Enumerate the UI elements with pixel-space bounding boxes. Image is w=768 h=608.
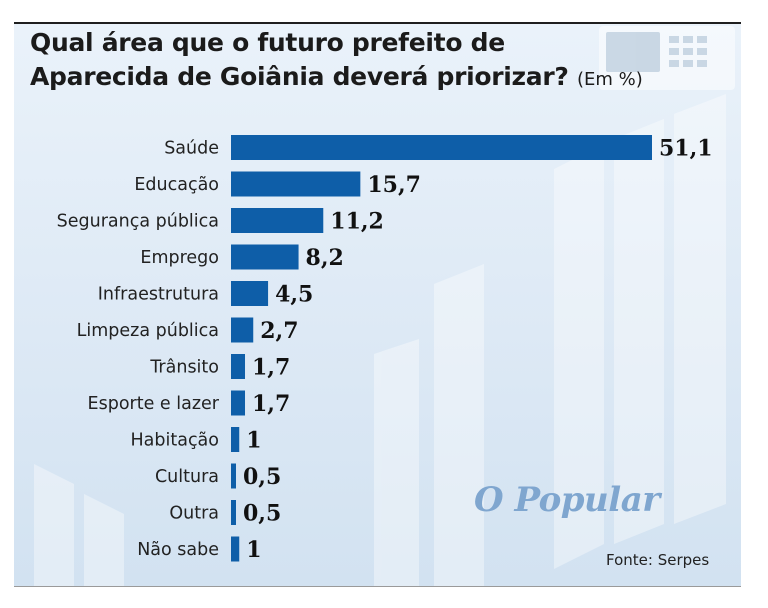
chart-unit: (Em %) — [577, 69, 643, 90]
category-label: Segurança pública — [57, 212, 219, 232]
category-label: Outra — [169, 504, 219, 524]
ballot-box-background-graphic — [34, 26, 735, 586]
category-label: Infraestrutura — [98, 285, 219, 305]
bar — [231, 281, 269, 306]
bar — [231, 317, 254, 343]
bar — [231, 354, 246, 379]
bar — [231, 427, 240, 452]
value-label: 0,5 — [243, 501, 281, 527]
bar — [231, 208, 324, 233]
value-label: 4,5 — [275, 282, 313, 308]
value-label: 8,2 — [306, 245, 344, 271]
value-label: 0,5 — [243, 464, 281, 490]
chart-title-line-2: Aparecida de Goiânia deverá priorizar? — [30, 62, 569, 91]
chart-title: Qual área que o futuro prefeito de Apare… — [30, 26, 643, 97]
category-label: Não sabe — [137, 540, 219, 560]
value-label: 1 — [246, 428, 261, 454]
bar — [231, 390, 246, 416]
bar — [231, 463, 236, 489]
category-label: Emprego — [140, 248, 219, 268]
category-label: Esporte e lazer — [88, 394, 220, 414]
value-label: 51,1 — [659, 136, 713, 162]
bar — [231, 171, 361, 197]
value-label: 1,7 — [252, 391, 290, 417]
source-note: Fonte: Serpes — [606, 551, 710, 569]
bar — [231, 244, 299, 270]
value-label: 1 — [246, 537, 261, 563]
chart-panel — [14, 22, 741, 587]
category-label: Trânsito — [149, 358, 219, 378]
bar — [231, 135, 652, 160]
value-label: 2,7 — [260, 318, 298, 344]
value-label: 15,7 — [367, 172, 421, 198]
category-label: Educação — [134, 175, 219, 195]
category-label: Limpeza pública — [77, 321, 219, 341]
bar — [231, 500, 236, 525]
chart-title-line-1: Qual área que o futuro prefeito de — [30, 28, 505, 57]
category-label: Habitação — [131, 431, 220, 451]
bar — [231, 536, 240, 562]
publisher-watermark: O Popular — [474, 480, 660, 520]
value-label: 1,7 — [252, 355, 290, 381]
category-label: Saúde — [164, 139, 219, 159]
category-label: Cultura — [155, 467, 219, 487]
value-label: 11,2 — [330, 209, 384, 235]
